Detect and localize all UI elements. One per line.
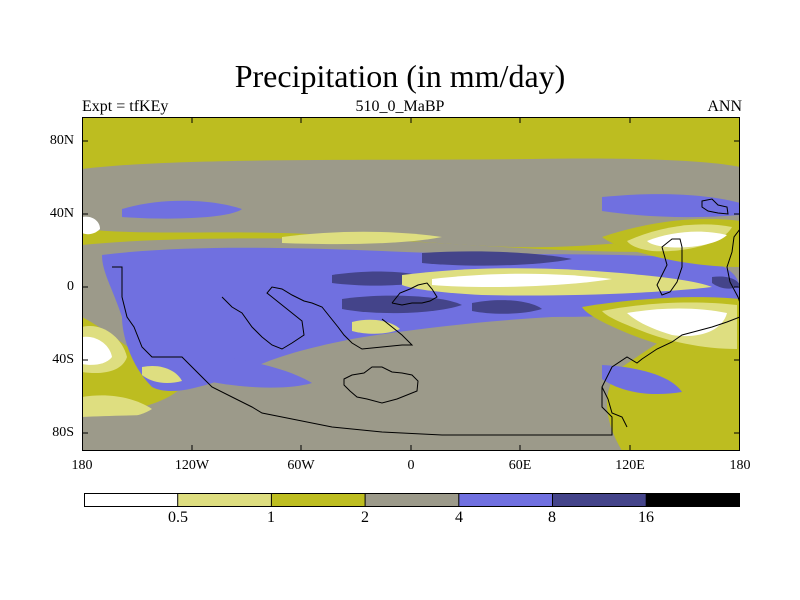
band-lt-0-5 <box>432 273 612 287</box>
x-tick-label: 180 <box>729 458 751 473</box>
coastline-northeast-island <box>701 198 729 215</box>
season-label: ANN <box>707 98 742 115</box>
band-2-4 <box>82 414 622 451</box>
map-title: Precipitation (in mm/day) <box>234 58 566 94</box>
colorbar-label: 16 <box>638 509 654 526</box>
colorbar-segment <box>552 493 647 507</box>
coastline-supercontinent <box>221 286 414 350</box>
band-8-16 <box>712 276 740 289</box>
x-tick-label: 180 <box>71 458 93 473</box>
coastline-supercontinent <box>391 282 438 306</box>
band-4-8 <box>602 365 682 395</box>
coastline-east-margin <box>726 228 740 304</box>
x-tick-label: 120W <box>174 458 210 473</box>
x-tick-label: 60W <box>287 458 315 473</box>
time-label: 510_0_MaBP <box>355 98 445 115</box>
x-tick-label: 0 <box>407 458 415 473</box>
colorbar-segment <box>271 493 366 507</box>
band-lt-0-5 <box>82 336 112 365</box>
y-tick-label: 0 <box>67 279 74 294</box>
x-tick-label: 60E <box>508 458 532 473</box>
coastline-east-block <box>656 238 683 296</box>
y-tick-label: 80N <box>49 133 74 148</box>
band-lt-0-5 <box>82 216 100 235</box>
band-4-8 <box>122 200 242 219</box>
y-tick-label: 40S <box>52 352 74 367</box>
coastline-southeast <box>601 386 628 428</box>
colorbar-segment <box>646 493 740 507</box>
band-0-5-1 <box>282 231 442 245</box>
colorbar-label: 1 <box>267 509 275 526</box>
colorbar-segment <box>365 493 459 507</box>
colorbar-label: 2 <box>361 509 369 526</box>
band-4-8 <box>172 349 312 388</box>
x-tick-label: 120E <box>615 458 645 473</box>
colorbar-label: 0.5 <box>168 509 188 526</box>
colorbar-label: 4 <box>455 509 463 526</box>
band-2-4 <box>82 158 740 248</box>
band-0-5-1 <box>82 395 152 420</box>
y-tick-label: 80S <box>52 425 74 440</box>
colorbar-segment <box>458 493 553 507</box>
band-8-16 <box>422 251 572 266</box>
colorbar-segment <box>177 493 272 507</box>
coastline-antarctic-lake <box>343 366 419 404</box>
colorbar-label: 8 <box>548 509 556 526</box>
coastline-outlines <box>112 198 740 436</box>
axis-ticks <box>82 117 740 451</box>
colorbar <box>84 493 740 507</box>
experiment-label: Expt = tfKEy <box>82 98 169 115</box>
band-8-16 <box>472 300 542 314</box>
y-tick-label: 40N <box>49 206 74 221</box>
band-0-5-1 <box>142 365 182 383</box>
coastline-supercontinent <box>112 266 740 436</box>
precipitation-map <box>82 117 740 451</box>
colorbar-segment <box>84 493 178 507</box>
